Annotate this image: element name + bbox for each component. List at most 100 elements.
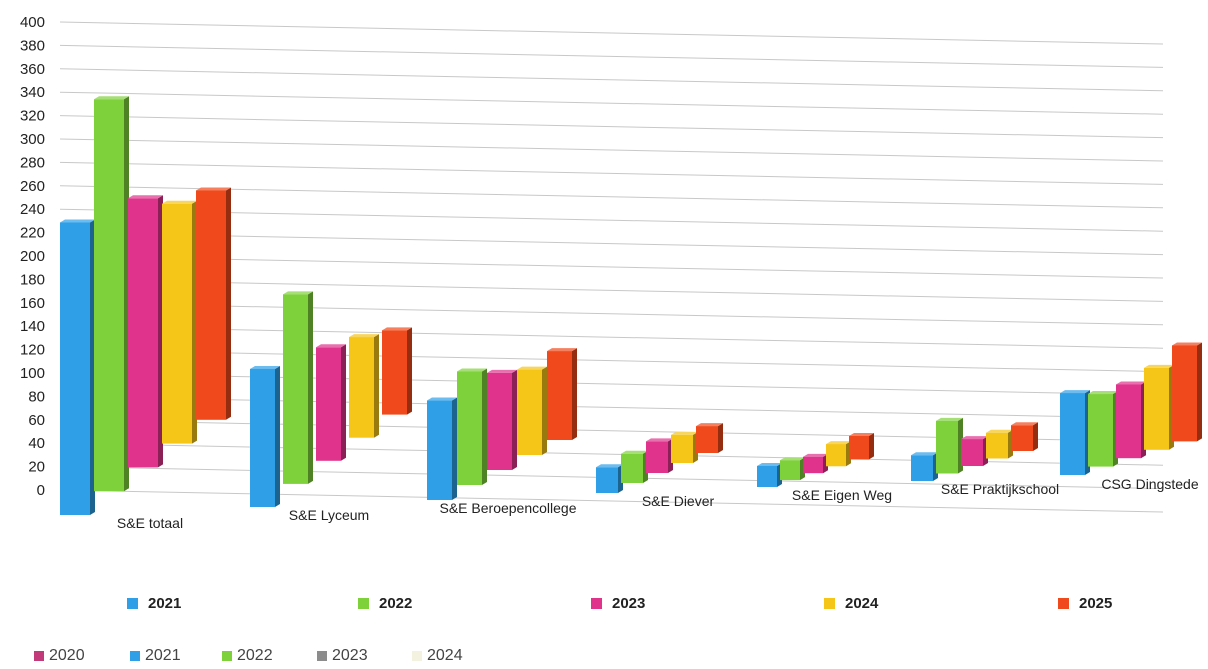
legend-swatch <box>127 598 138 609</box>
bar <box>1088 391 1118 467</box>
bar <box>646 438 673 473</box>
bar-face <box>1088 394 1113 467</box>
gridline <box>59 302 1164 326</box>
bar-top <box>1088 391 1118 395</box>
bar-top <box>696 423 723 427</box>
legend-swatch <box>317 651 327 661</box>
y-tick-label: 80 <box>28 388 45 405</box>
gridline <box>59 255 1164 279</box>
bar-face <box>94 99 124 492</box>
bar-side <box>308 291 313 484</box>
legend-label: 2022 <box>379 595 413 612</box>
legend-item: 2023 <box>591 595 645 612</box>
bar-top <box>1011 422 1038 426</box>
bar-side <box>482 368 487 485</box>
category-label: S&E Diever <box>642 493 715 509</box>
bar-face <box>1116 384 1141 459</box>
bar-top <box>316 344 346 348</box>
bar <box>696 423 723 453</box>
bar-side <box>90 219 95 515</box>
gridline <box>59 68 1164 92</box>
legend-item: 2023 <box>317 647 368 665</box>
gridline <box>59 372 1164 396</box>
bar-side <box>407 327 412 415</box>
bar-top <box>250 365 280 369</box>
bar-side <box>1197 342 1202 442</box>
legend-label: 2023 <box>612 595 646 612</box>
bar <box>1011 422 1038 451</box>
y-tick-label: 400 <box>20 14 45 31</box>
bar <box>427 397 457 500</box>
y-tick-label: 380 <box>20 37 45 54</box>
bar-side <box>542 366 547 455</box>
gridline <box>59 232 1164 256</box>
legend: 2021 2022 2023 2024 2025 <box>0 595 1208 617</box>
gridline <box>59 278 1164 302</box>
gridline <box>59 325 1164 349</box>
bar-face <box>936 420 958 474</box>
bar-side <box>452 397 457 500</box>
legend-swatch <box>130 651 140 661</box>
bar <box>196 187 231 420</box>
bar-face <box>826 444 846 467</box>
bar <box>1060 390 1090 475</box>
bar <box>349 334 379 438</box>
category-label: S&E Eigen Weg <box>792 487 892 503</box>
bar-face <box>803 456 823 474</box>
bar-side <box>341 344 346 461</box>
y-tick-label: 200 <box>20 248 45 265</box>
bar-face <box>646 441 668 473</box>
bars <box>60 96 1202 515</box>
secondary-legend: 2020 2021 2022 2023 2024 <box>0 647 1208 669</box>
legend-item: 2022 <box>358 595 412 612</box>
gridline <box>59 349 1164 373</box>
bar-chart: 4003803603403203002802602402202001801601… <box>20 14 1202 531</box>
legend-swatch <box>222 651 232 661</box>
bar-top <box>487 369 517 373</box>
bar <box>547 348 577 440</box>
bar <box>621 450 648 483</box>
y-tick-label: 140 <box>20 318 45 335</box>
bar-top <box>596 464 623 468</box>
gridline <box>59 91 1164 115</box>
bar-top <box>986 429 1013 433</box>
bar-side <box>158 195 163 468</box>
bar-top <box>1060 390 1090 394</box>
bar <box>250 365 280 507</box>
legend-item: 2024 <box>412 647 463 665</box>
bar-face <box>696 426 718 453</box>
bar <box>986 429 1013 459</box>
bar <box>283 291 313 484</box>
gridline <box>59 44 1164 68</box>
bar-face <box>316 347 341 461</box>
bar-face <box>911 455 933 481</box>
bar-face <box>196 190 226 420</box>
bar-face <box>849 436 869 460</box>
bar-top <box>849 433 874 436</box>
bar <box>826 441 851 467</box>
bar <box>961 436 988 466</box>
gridline <box>59 185 1164 209</box>
bar-face <box>250 368 275 507</box>
legend-label: 2024 <box>427 647 463 664</box>
bar-top <box>1172 342 1202 346</box>
bar-face <box>547 351 572 440</box>
bar-top <box>780 457 805 461</box>
category-label: S&E Beroepencollege <box>440 500 577 516</box>
bar-side <box>192 200 197 444</box>
bar-top <box>283 291 313 295</box>
bar <box>911 452 938 481</box>
legend-label: 2020 <box>49 647 85 664</box>
bar-face <box>349 337 374 438</box>
bar-face <box>60 222 90 515</box>
gridline <box>59 161 1164 185</box>
bar-side <box>374 334 379 438</box>
bar-face <box>1144 367 1169 450</box>
category-label: S&E Lyceum <box>289 507 369 523</box>
bar <box>60 219 95 515</box>
bar <box>162 200 197 444</box>
legend-label: 2025 <box>1079 595 1113 612</box>
bar-face <box>986 432 1008 459</box>
y-tick-label: 100 <box>20 365 45 382</box>
bar-face <box>1172 345 1197 442</box>
